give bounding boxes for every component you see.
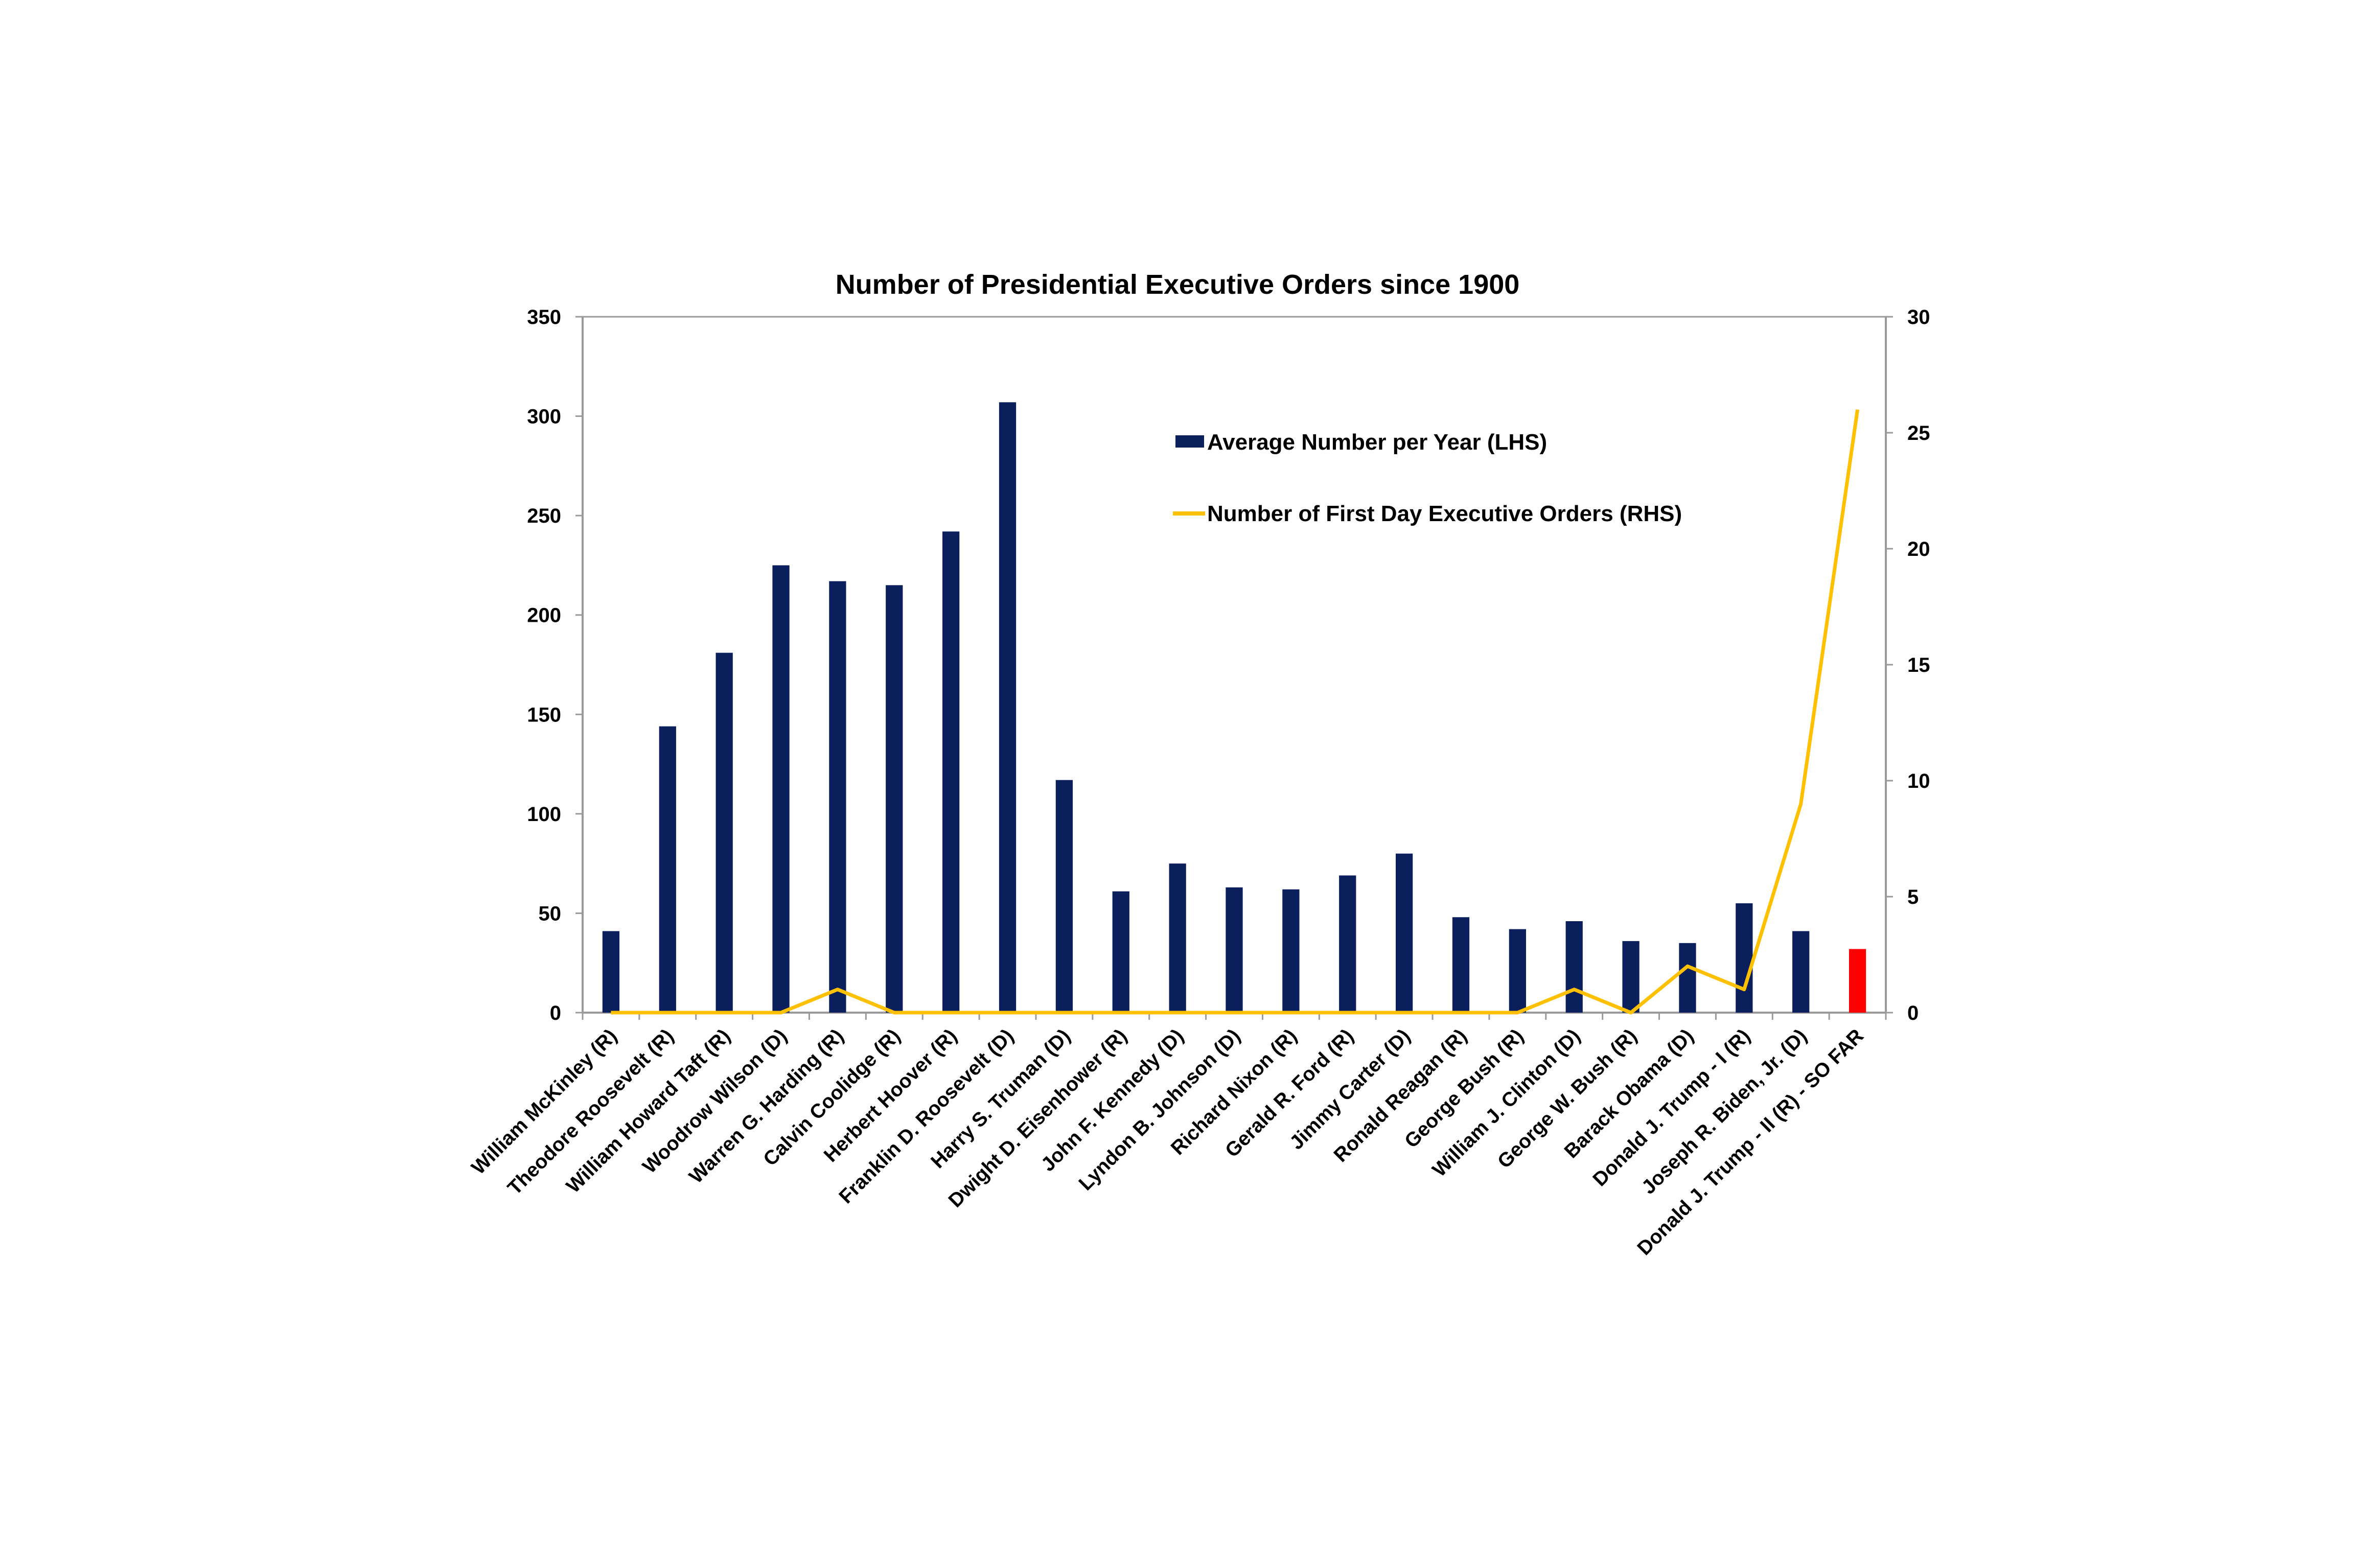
bar [942,531,960,1013]
left-tick-label: 300 [527,406,561,428]
bar [1452,917,1470,1013]
bar [1736,903,1753,1013]
first-day-orders-line [611,409,1860,1015]
bar [1339,875,1356,1013]
legend-bar-swatch [1175,435,1204,448]
bar [1395,853,1413,1013]
chart-title: Number of Presidential Executive Orders … [836,269,1520,300]
bar [602,931,620,1013]
right-tick-label: 10 [1907,770,1930,792]
bar [886,585,903,1013]
bar [715,652,733,1013]
right-tick-label: 25 [1907,422,1930,444]
bar [1565,921,1583,1013]
bar [1282,889,1300,1013]
bar-series [602,402,1866,1013]
legend-line-label: Number of First Day Executive Orders (RH… [1207,501,1682,526]
legend: Average Number per Year (LHS) Number of … [1173,430,1682,526]
right-axis-ticks: 0 5 10 15 20 25 30 [1886,306,1930,1024]
category-labels: William McKinley (R)Theodore Roosevelt (… [467,1025,1868,1259]
bar [1792,931,1810,1013]
bar [999,402,1017,1013]
bar [1509,929,1526,1013]
legend-bar-label: Average Number per Year (LHS) [1207,430,1547,455]
bar [1679,943,1696,1013]
left-tick-label: 100 [527,803,561,826]
left-axis-ticks: 0 50 100 150 200 250 300 350 [527,306,583,1024]
right-tick-label: 30 [1907,306,1930,329]
right-tick-label: 0 [1907,1002,1919,1024]
bar [772,565,790,1013]
bar [829,581,846,1013]
left-tick-label: 250 [527,505,561,527]
right-tick-label: 20 [1907,538,1930,560]
left-tick-label: 350 [527,306,561,329]
bar [1622,941,1640,1013]
right-tick-label: 5 [1907,886,1919,908]
left-tick-label: 150 [527,704,561,726]
line-series [611,409,1860,1015]
bar [1226,887,1243,1013]
bar [1849,949,1866,1013]
bar [1169,863,1186,1013]
right-tick-label: 15 [1907,654,1930,676]
bar [659,726,676,1013]
left-tick-label: 200 [527,604,561,627]
left-tick-label: 50 [539,902,562,925]
left-tick-label: 0 [550,1002,561,1024]
bar [1112,891,1129,1013]
bar [1055,780,1073,1013]
